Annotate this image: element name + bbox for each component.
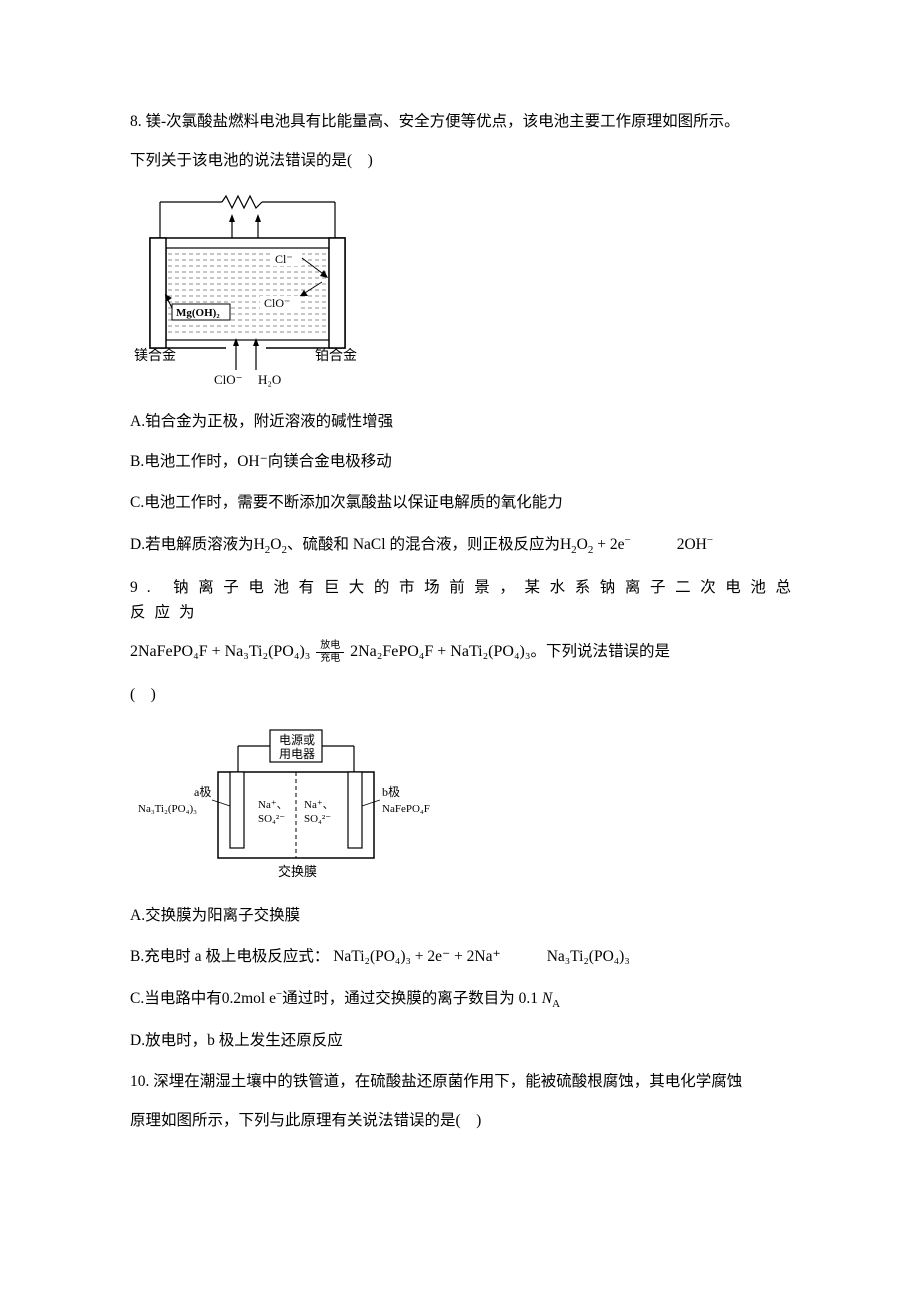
- q9-optb-rhs: Na₃Ti₂(PO₄)₃: [547, 948, 630, 965]
- q8-option-d: D.若电解质溶液为H2O2、硫酸和 NaCl 的混合液，则正极反应为H2O2 +…: [130, 532, 800, 560]
- svg-text:SO₄²⁻: SO₄²⁻: [304, 813, 331, 825]
- q9-optc-mid: 通过时，通过交换膜的离子数目为: [282, 990, 515, 1007]
- q9-eq-lhs: 2NaFePO₄F + Na₃Ti₂(PO₄)₃: [130, 643, 310, 660]
- q10-stem-line2: 原理如图所示，下列与此原理有关说法错误的是( ): [130, 1109, 800, 1134]
- q9-eq-rhs: 2Na₂FePO₄F + NaTi₂(PO₄)₃: [350, 643, 530, 660]
- q9-stem-line1: 9. 钠离子电池有巨大的市场前景，某水系钠离子二次电池总反应为: [130, 576, 800, 626]
- svg-text:NaFePO₄F: NaFePO₄F: [382, 803, 430, 815]
- q9-option-d: D.放电时，b 极上发生还原反应: [130, 1029, 800, 1054]
- page: 8. 镁-次氯酸盐燃料电池具有比能量高、安全方便等优点，该电池主要工作原理如图所…: [0, 0, 920, 1302]
- svg-text:a极: a极: [194, 785, 211, 799]
- svg-text:SO₄²⁻: SO₄²⁻: [258, 813, 285, 825]
- q8-fig-cl: Cl⁻: [275, 252, 293, 266]
- q8-optd-pre: D.若电解质溶液为: [130, 536, 254, 553]
- q8-optd-mid: 、硫酸和 NaCl 的混合液，则正极反应为: [287, 536, 560, 553]
- q9-figure: 电源或 用电器 Na⁺、 SO₄²⁻ Na⁺、 SO₄²⁻ a极 Na₃Ti₂(…: [130, 726, 800, 886]
- q10-stem-line1: 10. 深埋在潮湿土壤中的铁管道，在硫酸盐还原菌作用下，能被硫酸根腐蚀，其电化学…: [130, 1070, 800, 1095]
- svg-text:Na₃Ti₂(PO₄)₃: Na₃Ti₂(PO₄)₃: [138, 803, 197, 815]
- q8-fig-leftalloy: 镁合金: [134, 348, 176, 364]
- q9-equation-line: 2NaFePO₄F + Na₃Ti₂(PO₄)₃ 放电 充电 2Na₂FePO₄…: [130, 639, 800, 665]
- svg-text:交换膜: 交换膜: [278, 864, 317, 879]
- q9-optb-pre: B.充电时 a 极上电极反应式：: [130, 948, 329, 965]
- q8-stem-line2: 下列关于该电池的说法错误的是( ): [130, 149, 800, 174]
- svg-text:b极: b极: [382, 785, 400, 799]
- q9-eq-arrows: 放电 充电: [314, 641, 346, 664]
- q8-stem-line1: 8. 镁-次氯酸盐燃料电池具有比能量高、安全方便等优点，该电池主要工作原理如图所…: [130, 110, 800, 135]
- q8-figure: Cl⁻ ClO⁻ Mg(OH)₂ 镁合金 铂合金 ClO⁻ H₂O: [130, 192, 800, 392]
- q9-option-a: A.交换膜为阳离子交换膜: [130, 904, 800, 929]
- svg-text:Na⁺、: Na⁺、: [304, 799, 334, 811]
- svg-text:电源或: 电源或: [279, 733, 315, 747]
- q9-stem-line3: ( ): [130, 683, 800, 708]
- svg-text:Na⁺、: Na⁺、: [258, 799, 288, 811]
- q9-option-c: C.当电路中有0.2mol e−通过时，通过交换膜的离子数目为 0.1 NA: [130, 986, 800, 1014]
- q8-option-b: B.电池工作时，OH⁻向镁合金电极移动: [130, 450, 800, 475]
- q8-fig-mgoh2: Mg(OH)₂: [176, 307, 220, 319]
- q9-option-b: B.充电时 a 极上电极反应式： NaTi₂(PO₄)₃ + 2e⁻ + 2Na…: [130, 945, 800, 970]
- q8-option-c: C.电池工作时，需要不断添加次氯酸盐以保证电解质的氧化能力: [130, 491, 800, 516]
- svg-text:用电器: 用电器: [279, 747, 315, 761]
- q8-fig-bottom-clo: ClO⁻: [214, 372, 243, 387]
- q9-stem2-tail: 。下列说法错误的是: [530, 643, 670, 660]
- q8-fig-rightalloy: 铂合金: [315, 348, 357, 364]
- q8-option-a: A.铂合金为正极，附近溶液的碱性增强: [130, 410, 800, 435]
- q8-fig-clo: ClO⁻: [264, 296, 290, 310]
- q8-fig-bottom-h2o: H₂O: [258, 372, 281, 387]
- q9-optc-pre: C.当电路中有: [130, 990, 222, 1007]
- q9-optb-lhs: NaTi₂(PO₄)₃ + 2e⁻ + 2Na⁺: [333, 948, 500, 965]
